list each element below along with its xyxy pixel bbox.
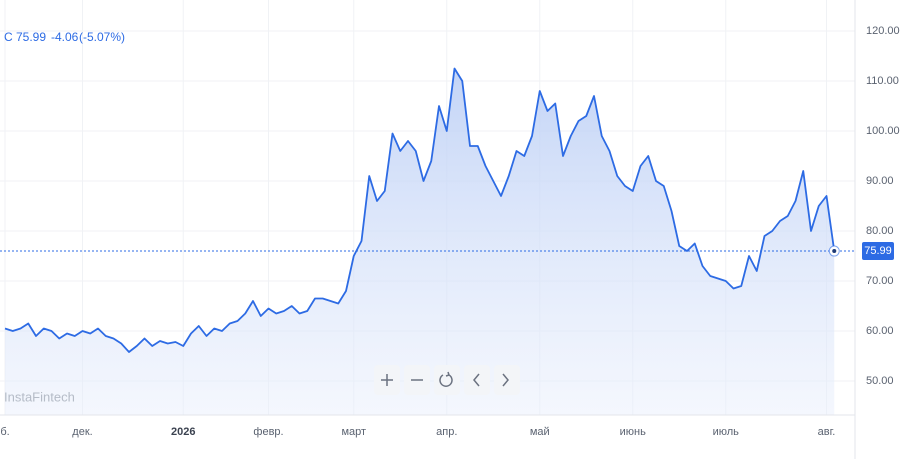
watermark: InstaFintech [4,389,75,404]
last-point [832,249,837,254]
reset-button[interactable] [434,365,460,395]
x-tick-label: май [530,426,550,438]
x-tick-label: дек. [72,426,92,438]
y-tick-label: 110.00 [866,75,899,87]
legend-symbol: C [4,30,13,44]
zoom-out-button[interactable] [404,365,430,395]
plot [0,0,855,415]
y-tick-label: 80.00 [866,225,894,237]
y-tick-label: 60.00 [866,325,894,337]
y-tick-label: 70.00 [866,275,894,287]
legend-close: 75.99 [16,30,46,44]
area [5,68,835,415]
price-tag [862,242,894,261]
legend-change-pct: (-5.07%) [79,30,125,44]
line [4,67,836,353]
x-tick-label: июль [713,426,740,438]
zoom-in-button[interactable] [374,365,400,395]
x-tick-label: авг. [818,426,836,438]
x-tick-label: февр. [253,426,283,438]
scroll-right-button[interactable] [494,365,520,395]
toolbar [374,365,520,395]
price-tag-label: 75.99 [864,245,892,257]
x-tick-label: апр. [436,426,457,438]
legend-change: -4.06 [51,30,79,44]
y-tick-label: 120.00 [866,25,900,37]
x-tick-label: 2026 [171,426,195,438]
y-tick-label: 90.00 [866,175,894,187]
x-tick-label: март [341,426,366,438]
scroll-left-button[interactable] [464,365,490,395]
y-tick-label: 50.00 [866,375,894,387]
x-tick-label: июнь [620,426,646,438]
y-tick-label: 100.00 [866,125,900,137]
x-tick-label: б. [0,426,9,438]
